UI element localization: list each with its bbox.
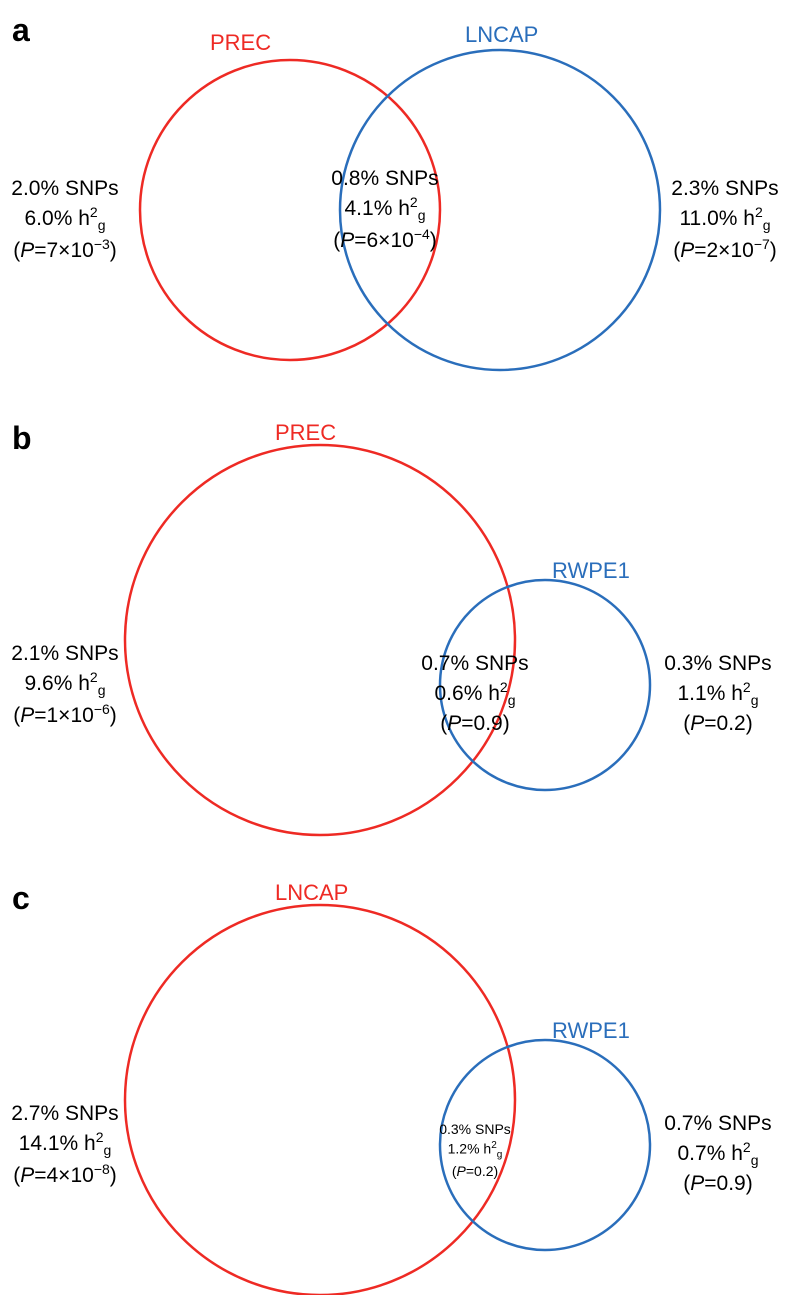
panel-a-label: a <box>12 12 30 49</box>
panel-b-intersection-data: 0.7% SNPs 0.6% h2g (P=0.9) <box>405 650 545 739</box>
h2g-text: 0.6% h2g <box>405 678 545 710</box>
panel-a-label-lncap: LNCAP <box>465 22 538 48</box>
panel-b-left-data: 2.1% SNPs 9.6% h2g (P=1×10−6) <box>0 640 135 731</box>
snps-text: 0.7% SNPs <box>648 1110 788 1138</box>
pval-text: (P=6×10−4) <box>315 225 455 255</box>
pval-text: (P=4×10−8) <box>0 1160 135 1190</box>
h2g-text: 9.6% h2g <box>0 668 135 700</box>
snps-text: 0.3% SNPs <box>420 1120 530 1139</box>
panel-c-circle-lncap <box>125 905 515 1295</box>
pval-text: (P=0.9) <box>405 710 545 738</box>
pval-text: (P=7×10−3) <box>0 235 135 265</box>
h2g-text: 6.0% h2g <box>0 203 135 235</box>
h2g-text: 1.2% h2g <box>420 1139 530 1162</box>
h2g-text: 11.0% h2g <box>655 203 788 235</box>
panel-b-right-data: 0.3% SNPs 1.1% h2g (P=0.2) <box>648 650 788 739</box>
pval-text: (P=2×10−7) <box>655 235 788 265</box>
panel-c-label: c <box>12 880 30 917</box>
snps-text: 2.0% SNPs <box>0 175 135 203</box>
figure-container: a PREC LNCAP 2.0% SNPs 6.0% h2g (P=7×10−… <box>0 0 788 1295</box>
panel-b-label-rwpe1: RWPE1 <box>552 558 630 584</box>
panel-a-right-data: 2.3% SNPs 11.0% h2g (P=2×10−7) <box>655 175 788 266</box>
panel-b-label-prec: PREC <box>275 420 336 446</box>
snps-text: 0.3% SNPs <box>648 650 788 678</box>
panel-c-right-data: 0.7% SNPs 0.7% h2g (P=0.9) <box>648 1110 788 1199</box>
pval-text: (P=1×10−6) <box>0 700 135 730</box>
panel-b-label: b <box>12 420 32 457</box>
panel-c-label-rwpe1: RWPE1 <box>552 1018 630 1044</box>
h2g-text: 4.1% h2g <box>315 193 455 225</box>
h2g-text: 0.7% h2g <box>648 1138 788 1170</box>
h2g-text: 1.1% h2g <box>648 678 788 710</box>
panel-c-intersection-data: 0.3% SNPs 1.2% h2g (P=0.2) <box>420 1120 530 1181</box>
pval-text: (P=0.2) <box>420 1162 530 1181</box>
pval-text: (P=0.2) <box>648 710 788 738</box>
snps-text: 0.8% SNPs <box>315 165 455 193</box>
pval-text: (P=0.9) <box>648 1170 788 1198</box>
panel-b-circle-prec <box>125 445 515 835</box>
panel-c-left-data: 2.7% SNPs 14.1% h2g (P=4×10−8) <box>0 1100 135 1191</box>
panel-a-intersection-data: 0.8% SNPs 4.1% h2g (P=6×10−4) <box>315 165 455 256</box>
panel-a-left-data: 2.0% SNPs 6.0% h2g (P=7×10−3) <box>0 175 135 266</box>
snps-text: 0.7% SNPs <box>405 650 545 678</box>
h2g-text: 14.1% h2g <box>0 1128 135 1160</box>
snps-text: 2.1% SNPs <box>0 640 135 668</box>
panel-a-label-prec: PREC <box>210 30 271 56</box>
snps-text: 2.3% SNPs <box>655 175 788 203</box>
snps-text: 2.7% SNPs <box>0 1100 135 1128</box>
panel-c-label-lncap: LNCAP <box>275 880 348 906</box>
